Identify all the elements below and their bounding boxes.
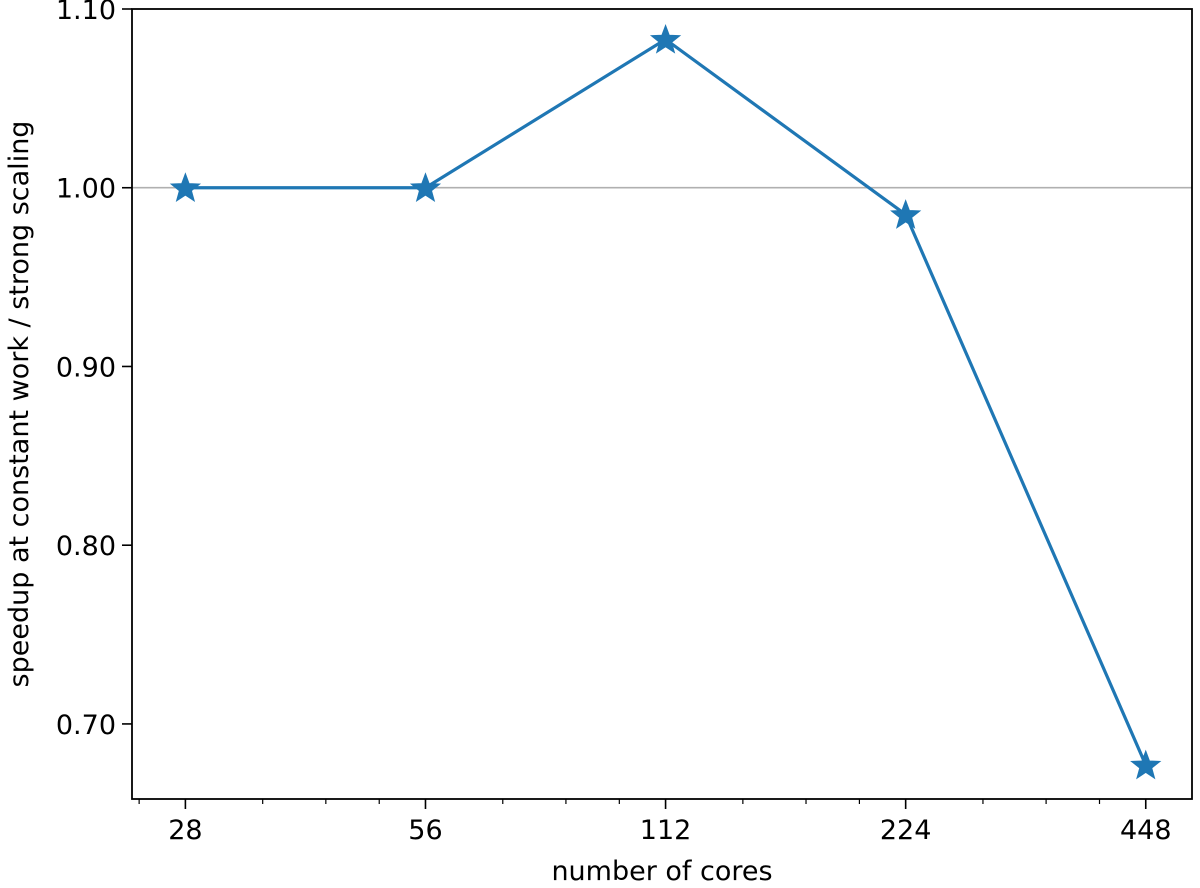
data-point-224 — [890, 199, 922, 229]
plot-area — [132, 9, 1192, 799]
data-point-28 — [169, 172, 202, 203]
x-tick-label: 56 — [408, 815, 442, 846]
data-point-448 — [1130, 749, 1162, 780]
x-tick-label: 28 — [168, 815, 202, 846]
x-tick-label: 224 — [880, 815, 932, 846]
data-point-112 — [649, 23, 682, 54]
x-tick-label: 448 — [1120, 815, 1172, 846]
y-tick-label: 0.70 — [56, 710, 116, 741]
data-point-56 — [409, 172, 442, 203]
y-axis-label: speedup at constant work / strong scalin… — [4, 121, 35, 688]
x-axis-label: number of cores — [551, 856, 772, 887]
y-tick-label: 1.10 — [56, 0, 116, 26]
y-tick-label: 1.00 — [56, 174, 116, 205]
x-tick-label: 112 — [640, 815, 692, 846]
y-tick-label: 0.90 — [56, 352, 116, 383]
y-tick-label: 0.80 — [56, 531, 116, 562]
plot-frame — [131, 8, 1193, 800]
